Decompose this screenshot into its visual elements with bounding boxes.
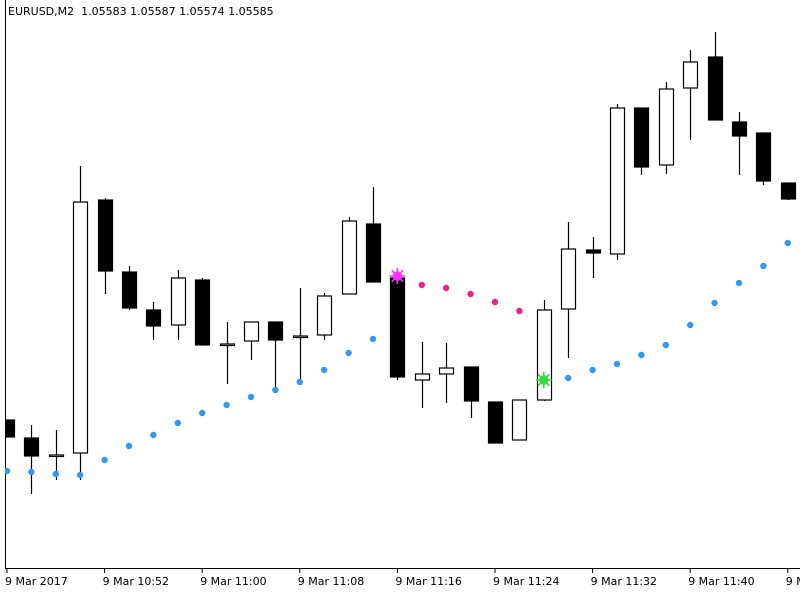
sar-dot [565, 374, 572, 382]
x-tick-label: 9 Mar 11:40 [688, 575, 754, 588]
candle-body [121, 271, 138, 309]
sar-dot [467, 290, 474, 298]
chart-title: EURUSD,M2 1.05583 1.05587 1.05574 1.0558… [8, 5, 274, 18]
star-core [539, 375, 549, 385]
sar-dot [28, 468, 35, 476]
plot-area [5, 32, 797, 494]
x-tick-label: 9 Mar 11:24 [493, 575, 559, 588]
x-tick-label: 9 Mar 11:32 [591, 575, 657, 588]
sar-dot [711, 299, 718, 307]
x-tick-label: 9 Mar 11:08 [298, 575, 364, 588]
candle-body [267, 321, 284, 341]
candle-body [243, 321, 260, 342]
candle-body [438, 367, 455, 375]
sar-dot [516, 307, 523, 315]
star-ray [391, 269, 404, 283]
sar-dot [735, 279, 743, 287]
sar-dot [687, 321, 694, 329]
sar-dot [491, 298, 499, 306]
candle-body [682, 61, 699, 89]
sar-dot [589, 366, 596, 374]
sar-dot [174, 419, 181, 427]
candle-body [463, 366, 480, 402]
sar-dot [199, 409, 206, 417]
candle-body [292, 335, 309, 339]
candle-body [511, 399, 528, 441]
candle-body [365, 223, 382, 283]
star-ray [537, 373, 551, 387]
candle-body [731, 121, 748, 137]
candle-body [658, 88, 675, 166]
signal-star [389, 268, 406, 284]
sar-dot [296, 378, 303, 386]
candle-body [316, 295, 333, 336]
candle-body [487, 401, 504, 444]
star-core [392, 271, 403, 281]
candle-body [780, 182, 797, 200]
candle-body [170, 277, 187, 326]
sar-dot [150, 431, 157, 439]
x-tick-label: 9 Mar 11:00 [200, 575, 266, 588]
sar-dot [101, 456, 108, 464]
x-tick-label: 9 Mar 10:52 [103, 575, 169, 588]
candle-body [389, 277, 406, 378]
sar-dot [223, 401, 230, 409]
candle-body [194, 279, 211, 346]
candle-body [755, 132, 772, 182]
x-tick-label: 9 Mar 11:48 [786, 575, 800, 588]
candle-body [609, 107, 626, 255]
x-tick-label: 9 Mar 11:16 [395, 575, 461, 588]
sar-dot [369, 335, 377, 343]
sar-dot [321, 366, 328, 374]
sar-dot [662, 341, 669, 349]
candle-body [560, 248, 577, 310]
signal-star [535, 372, 552, 388]
sar-dot [613, 360, 621, 368]
candle-body [219, 343, 236, 347]
candle-body [585, 249, 602, 254]
x-tick-label: 9 Mar 2017 [5, 575, 68, 588]
candle-body [341, 220, 358, 295]
sar-dot [638, 351, 645, 359]
candle-body [23, 437, 40, 457]
sar-dot [418, 281, 425, 289]
candle-body [414, 373, 431, 381]
sar-dot [77, 471, 84, 479]
candle-body [707, 56, 724, 121]
sar-dot [784, 239, 791, 247]
candle-body [97, 199, 114, 272]
sar-dot [247, 393, 255, 401]
candle-body [145, 309, 162, 327]
sar-dot [443, 284, 450, 292]
candle-body [633, 107, 650, 168]
sar-dot [760, 262, 767, 270]
sar-dot [345, 349, 352, 357]
sar-dot [52, 470, 59, 478]
sar-dot [125, 442, 133, 450]
candle-body [5, 419, 16, 438]
sar-dot [5, 467, 11, 475]
candle-body [72, 201, 89, 454]
sar-dot [272, 386, 279, 394]
candle-body [48, 454, 65, 458]
